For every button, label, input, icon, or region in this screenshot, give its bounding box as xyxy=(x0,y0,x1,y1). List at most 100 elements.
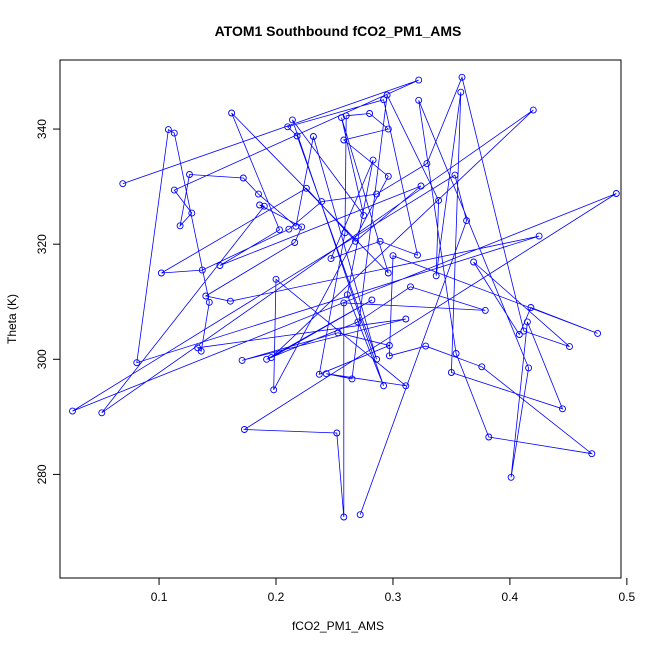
data-point xyxy=(523,318,531,326)
x-tick-label: 0.3 xyxy=(385,590,402,604)
data-point xyxy=(407,283,414,291)
data-point xyxy=(198,266,206,274)
data-point xyxy=(322,370,330,378)
data-point xyxy=(457,88,465,96)
data-point xyxy=(228,109,236,117)
data-point xyxy=(588,450,596,458)
data-point xyxy=(238,356,246,364)
data-point xyxy=(385,342,393,349)
data-point xyxy=(340,136,348,144)
data-point xyxy=(383,91,391,99)
data-point xyxy=(515,331,523,338)
x-axis-label: fCO2_PM1_AMS xyxy=(292,619,384,633)
data-point xyxy=(447,369,455,376)
y-tick-label: 300 xyxy=(35,349,49,369)
data-point xyxy=(342,112,350,120)
data-point xyxy=(69,407,76,415)
data-point xyxy=(470,258,478,266)
data-point xyxy=(240,426,248,433)
data-point xyxy=(452,350,460,357)
x-tick-label: 0.4 xyxy=(502,590,519,604)
data-point xyxy=(197,347,205,355)
data-point xyxy=(133,359,141,367)
data-point xyxy=(423,160,431,168)
data-point xyxy=(255,190,262,198)
data-point xyxy=(256,201,264,209)
data-point xyxy=(98,409,106,417)
data-point xyxy=(559,405,566,413)
data-point xyxy=(380,382,388,390)
y-axis: 280 300 320 340 xyxy=(35,119,61,484)
data-point xyxy=(157,269,165,277)
data-point xyxy=(327,255,335,263)
data-point xyxy=(402,315,410,323)
data-point xyxy=(263,355,271,363)
data-point xyxy=(267,354,275,362)
data-point xyxy=(529,106,537,114)
data-point xyxy=(348,375,356,383)
data-point xyxy=(535,232,543,240)
data-point xyxy=(451,171,459,179)
data-point xyxy=(309,133,317,140)
data-point xyxy=(272,275,280,283)
data-point xyxy=(415,76,423,84)
data-point xyxy=(270,386,278,394)
data-point xyxy=(334,329,342,337)
y-tick-label: 320 xyxy=(35,234,49,254)
data-point xyxy=(285,225,293,233)
data-point xyxy=(164,126,172,134)
data-point xyxy=(366,110,374,117)
data-point xyxy=(343,291,351,299)
data-point xyxy=(354,318,362,326)
data-point xyxy=(376,237,384,245)
data-point xyxy=(384,125,392,133)
series-1 xyxy=(69,73,620,521)
data-point xyxy=(170,186,178,194)
data-point xyxy=(298,223,306,231)
data-point xyxy=(284,123,292,131)
y-axis-label: Theta (K) xyxy=(5,294,19,344)
data-point xyxy=(186,171,193,178)
data-point xyxy=(170,129,178,137)
data-point xyxy=(226,297,234,305)
data-point xyxy=(527,304,535,311)
data-point xyxy=(260,202,268,210)
data-point xyxy=(205,298,213,306)
data-point xyxy=(356,511,364,519)
y-tick-label: 280 xyxy=(35,464,49,484)
data-point xyxy=(485,433,493,441)
data-point xyxy=(520,327,528,335)
data-point xyxy=(202,292,210,300)
data-point xyxy=(288,116,296,124)
data-point xyxy=(341,229,349,237)
x-axis: 0.1 0.2 0.3 0.4 0.5 xyxy=(151,577,636,604)
data-point xyxy=(216,262,224,269)
data-point xyxy=(384,269,392,277)
data-point xyxy=(194,344,202,352)
x-tick-label: 0.5 xyxy=(619,590,636,604)
data-point xyxy=(422,342,430,350)
data-point xyxy=(415,96,423,104)
data-point xyxy=(369,156,377,164)
data-point xyxy=(291,239,299,246)
data-point xyxy=(340,299,348,307)
data-point xyxy=(315,370,323,378)
data-point xyxy=(360,211,368,219)
plot-frame xyxy=(59,59,622,579)
data-point xyxy=(293,132,301,140)
data-point xyxy=(340,513,348,521)
data-point xyxy=(384,172,392,180)
data-point xyxy=(276,226,283,234)
data-point xyxy=(373,355,381,363)
x-tick-label: 0.1 xyxy=(151,590,168,604)
data-point xyxy=(481,306,489,314)
data-point xyxy=(414,251,421,259)
data-point xyxy=(478,363,486,371)
chart-title: ATOM1 Southbound fCO2_PM1_AMS xyxy=(215,23,462,39)
data-point xyxy=(333,429,341,437)
data-point xyxy=(338,114,345,122)
data-point xyxy=(368,296,376,304)
data-point xyxy=(402,382,410,390)
data-point xyxy=(385,352,393,360)
x-tick-label: 0.2 xyxy=(268,590,285,604)
